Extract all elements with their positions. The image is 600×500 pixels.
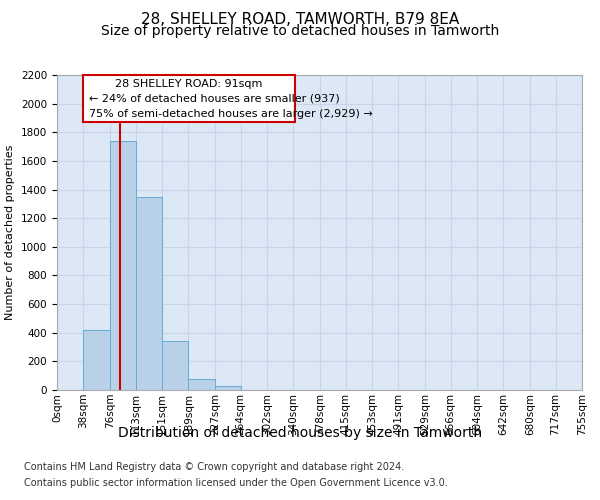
Text: 28, SHELLEY ROAD, TAMWORTH, B79 8EA: 28, SHELLEY ROAD, TAMWORTH, B79 8EA <box>141 12 459 28</box>
Text: Size of property relative to detached houses in Tamworth: Size of property relative to detached ho… <box>101 24 499 38</box>
Text: Distribution of detached houses by size in Tamworth: Distribution of detached houses by size … <box>118 426 482 440</box>
Bar <box>162 342 188 390</box>
Bar <box>110 141 136 390</box>
Bar <box>188 380 215 390</box>
Text: 75% of semi-detached houses are larger (2,929) →: 75% of semi-detached houses are larger (… <box>89 108 373 118</box>
Text: Contains public sector information licensed under the Open Government Licence v3: Contains public sector information licen… <box>24 478 448 488</box>
Text: ← 24% of detached houses are smaller (937): ← 24% of detached houses are smaller (93… <box>89 94 340 104</box>
Bar <box>136 196 162 390</box>
Text: 28 SHELLEY ROAD: 91sqm: 28 SHELLEY ROAD: 91sqm <box>115 78 263 88</box>
Bar <box>83 330 110 390</box>
Y-axis label: Number of detached properties: Number of detached properties <box>5 145 16 320</box>
Bar <box>215 386 241 390</box>
FancyBboxPatch shape <box>83 75 295 122</box>
Text: Contains HM Land Registry data © Crown copyright and database right 2024.: Contains HM Land Registry data © Crown c… <box>24 462 404 472</box>
